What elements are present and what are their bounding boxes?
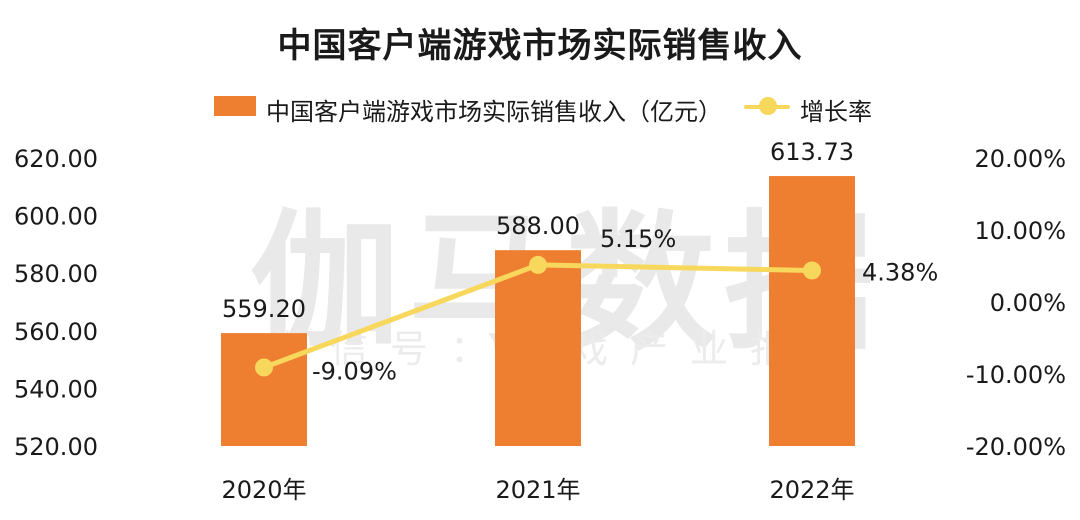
growth-label: 4.38% [862, 258, 938, 286]
x-axis-tick-label: 2022年 [769, 476, 854, 504]
legend-bar-label: 中国客户端游戏市场实际销售收入（亿元） [266, 98, 722, 126]
chart-title: 中国客户端游戏市场实际销售收入 [277, 26, 803, 66]
bar-value-label: 613.73 [770, 138, 854, 166]
legend-line-label: 增长率 [800, 98, 872, 126]
bar-value-label: 559.20 [222, 295, 306, 323]
right-axis-tick-label: -10.00% [966, 361, 1066, 389]
bar [769, 176, 855, 446]
left-axis-tick-label: 580.00 [14, 260, 98, 288]
growth-label: 5.15% [600, 225, 676, 253]
x-axis-tick-label: 2021年 [495, 476, 580, 504]
right-axis-tick-label: 20.00% [974, 145, 1066, 173]
growth-label: -9.09% [312, 357, 397, 385]
legend-bar-swatch [214, 96, 256, 116]
right-axis-tick-label: -20.00% [966, 433, 1066, 461]
left-axis-tick-label: 620.00 [14, 145, 98, 173]
left-axis-tick-label: 600.00 [14, 203, 98, 231]
left-axis-tick-label: 540.00 [14, 375, 98, 403]
growth-point [529, 255, 547, 274]
legend-line-dot [759, 97, 777, 115]
right-axis-tick-label: 0.00% [990, 289, 1066, 317]
bar [221, 333, 307, 446]
growth-point [255, 358, 273, 377]
bar-value-label: 588.00 [496, 212, 580, 240]
left-axis-tick-label: 560.00 [14, 318, 98, 346]
growth-point [803, 261, 821, 280]
legend: 中国客户端游戏市场实际销售收入（亿元） 增长率 [0, 88, 1080, 128]
bar [495, 250, 581, 446]
left-axis-tick-label: 520.00 [14, 433, 98, 461]
x-axis-tick-label: 2020年 [221, 476, 306, 504]
right-axis-tick-label: 10.00% [974, 217, 1066, 245]
